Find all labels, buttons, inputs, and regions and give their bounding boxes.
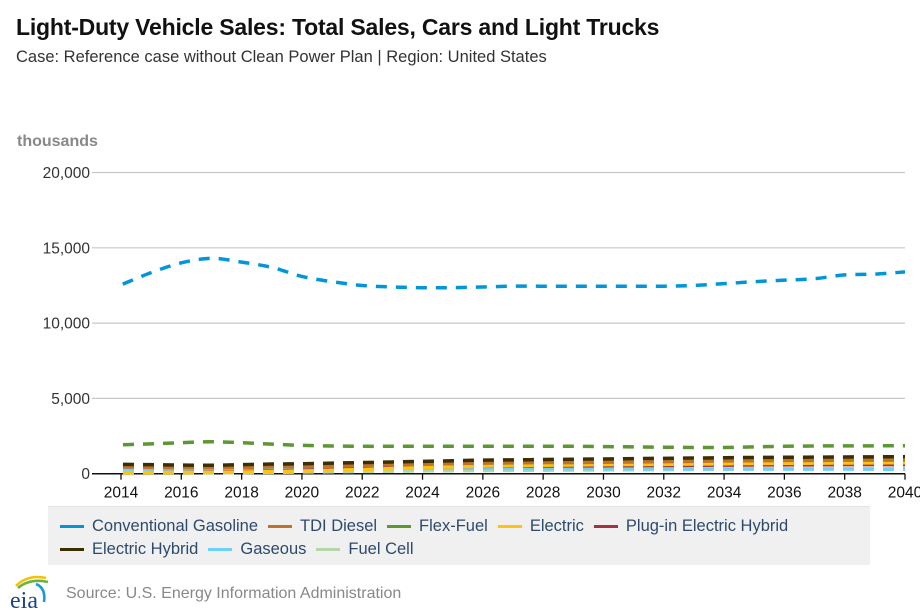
legend-item-plug-in-electric-hybrid[interactable]: Plug-in Electric Hybrid bbox=[593, 517, 789, 536]
y-axis-tick-labels: 0 5,000 10,000 15,000 20,000 bbox=[43, 165, 91, 483]
legend-swatch-icon bbox=[268, 525, 293, 528]
legend-swatch-icon bbox=[60, 525, 84, 528]
legend-label: Electric Hybrid bbox=[92, 540, 199, 558]
x-axis: 2014 2016 2018 2020 2022 2024 2026 2028 2030 2032… bbox=[92, 472, 920, 502]
x-tick-label: 2026 bbox=[466, 485, 500, 502]
y-tick-label: 5,000 bbox=[51, 391, 90, 408]
x-tick-label: 2036 bbox=[767, 485, 801, 502]
legend-row-2: Electric Hybrid Gaseous Fuel Cell bbox=[60, 540, 424, 559]
footer: eia Source: U.S. Energy Information Admi… bbox=[0, 570, 920, 613]
legend-swatch-icon bbox=[316, 548, 341, 551]
legend-item-electric[interactable]: Electric bbox=[497, 517, 584, 536]
legend-item-gaseous[interactable]: Gaseous bbox=[208, 540, 306, 559]
series-lines bbox=[120, 256, 906, 476]
y-tick-label: 20,000 bbox=[43, 165, 91, 182]
legend-label: Fuel Cell bbox=[348, 540, 414, 558]
x-tick-label: 2014 bbox=[104, 485, 139, 502]
legend-swatch-icon bbox=[60, 548, 84, 551]
legend-label: Electric bbox=[529, 517, 584, 535]
legend-row-1: Conventional Gasoline TDI Diesel Flex-Fuel… bbox=[60, 517, 798, 536]
source-note: Source: U.S. Energy Information Administ… bbox=[66, 585, 402, 602]
series-line-conventional-gasoline bbox=[120, 256, 906, 290]
legend-swatch-icon bbox=[387, 525, 412, 528]
legend-item-tdi-diesel[interactable]: TDI Diesel bbox=[268, 517, 377, 536]
series-line-flex-fuel bbox=[120, 440, 906, 450]
legend-label: Plug-in Electric Hybrid bbox=[625, 517, 789, 535]
series-line-electric-hybrid bbox=[120, 454, 906, 468]
y-axis-units-label: thousands bbox=[17, 133, 98, 150]
gridlines bbox=[92, 171, 905, 399]
x-tick-label: 2028 bbox=[526, 485, 560, 502]
x-tick-label: 2038 bbox=[827, 485, 861, 502]
y-tick-label: 10,000 bbox=[43, 316, 91, 333]
legend-swatch-icon bbox=[497, 525, 522, 528]
x-tick-label: 2040 bbox=[888, 485, 920, 502]
legend-item-conventional-gasoline[interactable]: Conventional Gasoline bbox=[60, 517, 258, 536]
chart-subtitle: Case: Reference case without Clean Power… bbox=[16, 48, 547, 66]
legend-label: Gaseous bbox=[240, 540, 307, 558]
legend-label: Conventional Gasoline bbox=[92, 517, 259, 535]
y-tick-label: 15,000 bbox=[43, 240, 91, 257]
series-line-gaseous bbox=[120, 466, 906, 471]
x-tick-label: 2034 bbox=[707, 485, 742, 502]
legend-label: TDI Diesel bbox=[300, 517, 378, 535]
legend-item-fuel-cell[interactable]: Fuel Cell bbox=[316, 540, 414, 559]
legend-swatch-icon bbox=[593, 525, 618, 528]
legend-label: Flex-Fuel bbox=[419, 517, 488, 535]
legend-item-electric-hybrid[interactable]: Electric Hybrid bbox=[60, 540, 198, 559]
x-tick-label: 2020 bbox=[285, 485, 320, 502]
series-line-electric bbox=[120, 460, 906, 475]
eia-logo-icon: eia bbox=[10, 575, 49, 612]
eia-logo-text: eia bbox=[10, 588, 38, 612]
legend: Conventional Gasoline TDI Diesel Flex-Fuel… bbox=[48, 506, 870, 565]
x-tick-label: 2022 bbox=[345, 485, 379, 502]
x-tick-label: 2024 bbox=[405, 485, 440, 502]
legend-item-flex-fuel[interactable]: Flex-Fuel bbox=[387, 517, 488, 536]
legend-swatch-icon bbox=[208, 548, 233, 551]
x-tick-label: 2018 bbox=[224, 485, 258, 502]
series-line-tdi-diesel bbox=[120, 458, 905, 470]
x-tick-label: 2030 bbox=[586, 485, 621, 502]
chart-title: Light-Duty Vehicle Sales: Total Sales, C… bbox=[16, 14, 660, 40]
x-tick-label: 2032 bbox=[647, 485, 681, 502]
x-tick-label: 2016 bbox=[164, 485, 198, 502]
y-tick-label: 0 bbox=[81, 466, 90, 483]
